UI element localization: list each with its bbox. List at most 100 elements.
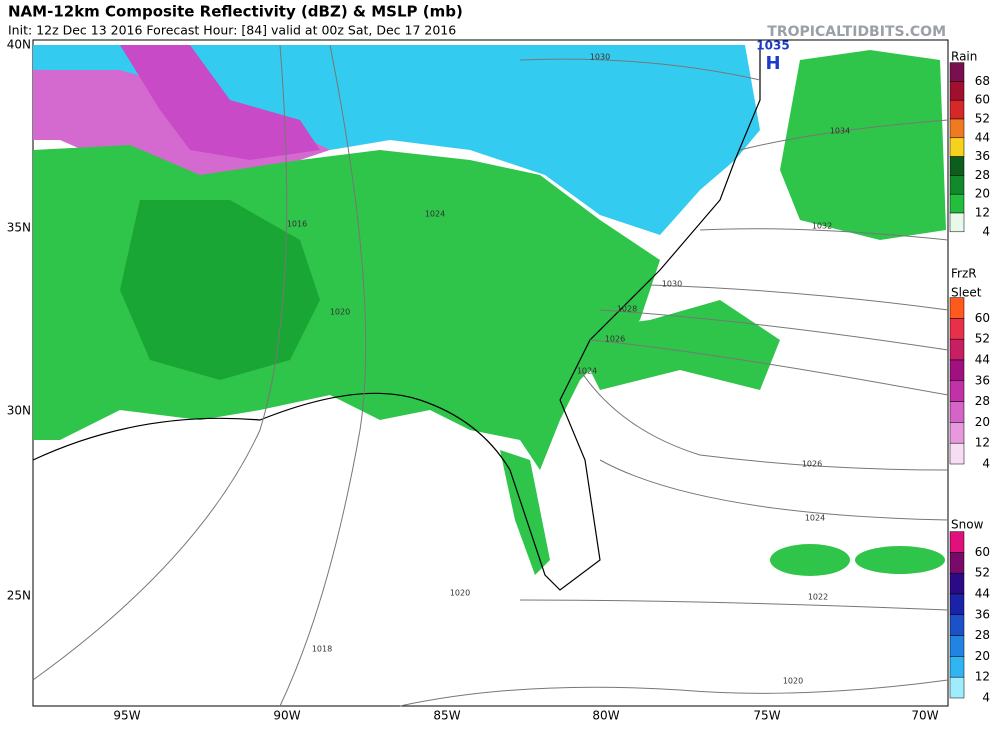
- isobar-label: 1022: [808, 593, 828, 602]
- mix-area: [120, 45, 320, 160]
- isobar: [589, 339, 949, 396]
- legend-level: 12: [975, 206, 990, 220]
- longitude-label: 80W: [592, 709, 619, 723]
- latitude-label: 30N: [7, 404, 31, 418]
- isobar-label: 1034: [830, 127, 850, 136]
- legend-swatch: [949, 212, 965, 233]
- legend-level: 44: [975, 353, 990, 367]
- legend-swatch: [949, 318, 965, 340]
- legend-level: 36: [975, 373, 990, 387]
- legend-level: 52: [975, 112, 990, 126]
- title: NAM-12km Composite Reflectivity (dBZ) & …: [8, 3, 463, 21]
- rain-area: [120, 200, 320, 380]
- latitude-label: 40N: [7, 38, 31, 52]
- isobar-label: 1020: [450, 589, 470, 598]
- isobar: [519, 599, 949, 611]
- latitude-label: 25N: [7, 589, 31, 603]
- legend-swatch: [949, 593, 965, 616]
- isobar: [649, 284, 949, 311]
- latitude-label: 35N: [7, 221, 31, 235]
- legend-level: 28: [975, 394, 990, 408]
- legend-swatch: [949, 422, 965, 444]
- legend-level: 4: [982, 691, 990, 705]
- legend-swatch: [949, 380, 965, 402]
- legend-swatch: [949, 156, 965, 176]
- isobar-label: 1030: [662, 280, 682, 289]
- legend-level: 20: [975, 187, 990, 201]
- isobar: [399, 679, 949, 707]
- rain-area: [570, 300, 780, 390]
- legend-level: 68: [975, 74, 990, 88]
- legend-level: 12: [975, 670, 990, 684]
- legend-level: 20: [975, 415, 990, 429]
- rain-area: [770, 544, 850, 576]
- longitude-label: 70W: [911, 709, 938, 723]
- legend-swatch: [949, 656, 965, 678]
- isobar: [32, 44, 288, 681]
- longitude-label: 90W: [273, 709, 300, 723]
- legend-swatch: [949, 552, 965, 574]
- legend-swatch: [949, 338, 965, 361]
- map-area: 1035 H: [32, 39, 949, 707]
- legend-swatch: [949, 175, 965, 195]
- isobar: [579, 369, 949, 471]
- isobar-label: 1016: [287, 220, 307, 229]
- subtitle: Init: 12z Dec 13 2016 Forecast Hour: [84…: [8, 23, 456, 38]
- legend-swatch: [949, 297, 965, 319]
- isobar-label: 1024: [577, 367, 597, 376]
- isobar-label: 1030: [590, 53, 610, 62]
- legend-level: 20: [975, 649, 990, 663]
- legend-swatch: [949, 401, 965, 423]
- isobar: [599, 309, 949, 351]
- legend-level: 44: [975, 587, 990, 601]
- legend-swatch: [949, 193, 965, 214]
- isobar-label: 1024: [425, 210, 445, 219]
- isobar: [599, 459, 949, 521]
- legend-swatch: [949, 62, 965, 82]
- legend-level: 60: [975, 93, 990, 107]
- isobar-label: 1020: [330, 308, 350, 317]
- isobar-label: 1032: [812, 222, 832, 231]
- isobars: [32, 44, 949, 707]
- legend-swatch: [949, 531, 965, 553]
- legend-level: 52: [975, 566, 990, 580]
- legend-swatch: [949, 99, 965, 120]
- isobar: [279, 44, 367, 707]
- longitude-label: 85W: [433, 709, 460, 723]
- legend-swatch: [949, 81, 965, 101]
- legend-swatch: [949, 359, 965, 382]
- legend-swatch: [949, 572, 965, 595]
- legend-level: 4: [982, 457, 990, 471]
- high-pressure-value: 1035: [756, 39, 789, 53]
- isobar-label: 1024: [805, 514, 825, 523]
- legend-level: 28: [975, 628, 990, 642]
- high-pressure-symbol: H: [765, 53, 780, 74]
- isobar-label: 1018: [312, 645, 332, 654]
- legend-swatch: [949, 442, 965, 465]
- coastline: [32, 392, 601, 591]
- isobar: [699, 228, 949, 241]
- legend-level: 4: [982, 224, 990, 238]
- legend-title: FrzR: [951, 267, 977, 281]
- legend-swatch: [949, 676, 965, 699]
- rain-area: [780, 50, 946, 240]
- legend-level: 44: [975, 130, 990, 144]
- legend-title: Rain: [951, 50, 977, 64]
- longitude-label: 75W: [753, 709, 780, 723]
- isobar-label: 1026: [605, 335, 625, 344]
- longitude-label: 95W: [113, 709, 140, 723]
- legend-level: 36: [975, 149, 990, 163]
- legend-subtitle: Sleet: [951, 286, 982, 300]
- rain-area: [855, 546, 945, 574]
- isobar-label: 1020: [783, 677, 803, 686]
- legend-level: 60: [975, 311, 990, 325]
- isobar: [739, 119, 949, 151]
- isobar-label: 1028: [617, 305, 637, 314]
- legend-swatch: [949, 137, 965, 157]
- site-credit: TROPICALTIDBITS.COM: [767, 24, 946, 40]
- legend-level: 36: [975, 607, 990, 621]
- legend-swatch: [949, 118, 965, 139]
- legend-swatch: [949, 635, 965, 657]
- legend-level: 60: [975, 545, 990, 559]
